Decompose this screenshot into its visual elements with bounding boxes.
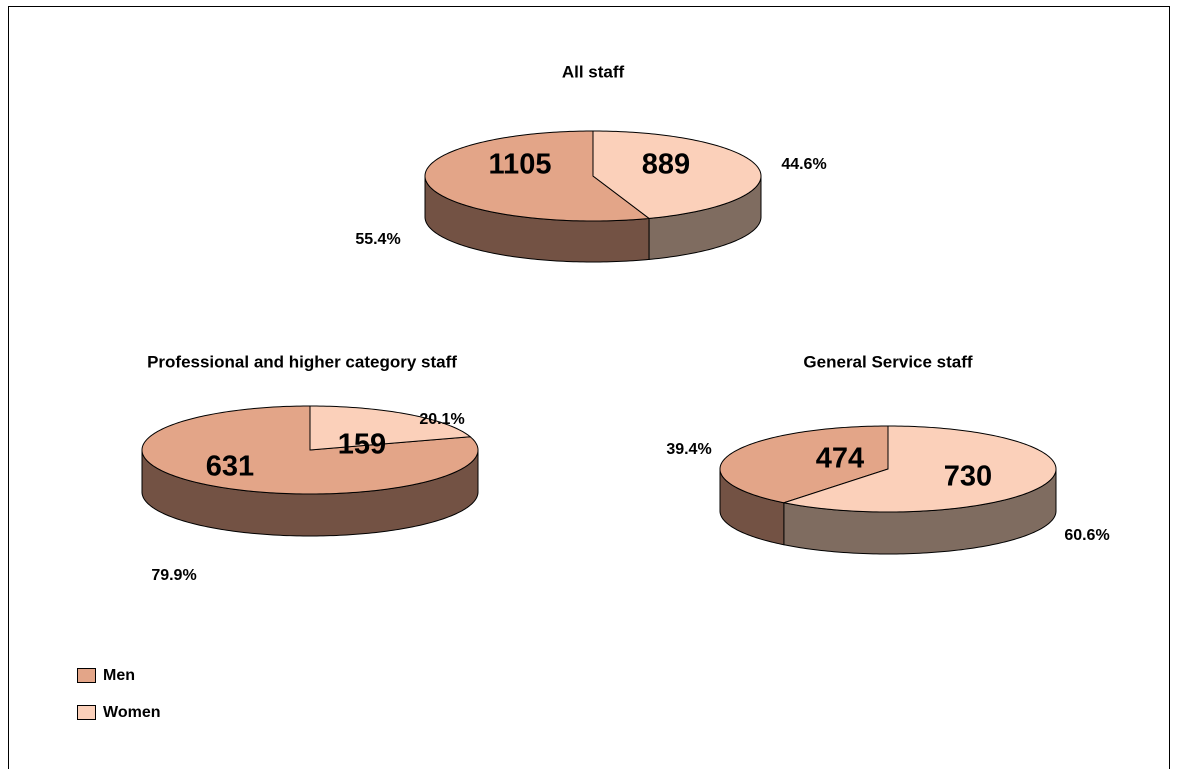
count-label: 889 bbox=[642, 149, 690, 181]
legend-label: Women bbox=[103, 704, 160, 721]
legend-swatch bbox=[77, 668, 96, 683]
legend-swatch bbox=[77, 705, 96, 720]
frame bbox=[8, 6, 1170, 769]
percent-label: 79.9% bbox=[151, 567, 196, 584]
percent-label: 60.6% bbox=[1064, 527, 1109, 544]
count-label: 730 bbox=[944, 461, 992, 493]
pie-title: Professional and higher category staff bbox=[147, 352, 457, 371]
count-label: 159 bbox=[338, 429, 386, 461]
slice bbox=[781, 425, 1057, 513]
slice bbox=[592, 130, 762, 219]
slice bbox=[719, 425, 889, 504]
count-label: 474 bbox=[816, 443, 864, 475]
percent-label: 20.1% bbox=[419, 411, 464, 428]
percent-label: 39.4% bbox=[666, 441, 711, 458]
count-label: 631 bbox=[206, 451, 254, 483]
pie-title: All staff bbox=[562, 62, 625, 81]
pie-title: General Service staff bbox=[803, 352, 972, 371]
slice bbox=[309, 405, 472, 451]
percent-label: 44.6% bbox=[781, 156, 826, 173]
count-label: 1105 bbox=[489, 149, 552, 181]
slice bbox=[424, 130, 651, 222]
legend-label: Men bbox=[103, 667, 135, 684]
percent-label: 55.4% bbox=[355, 231, 400, 248]
